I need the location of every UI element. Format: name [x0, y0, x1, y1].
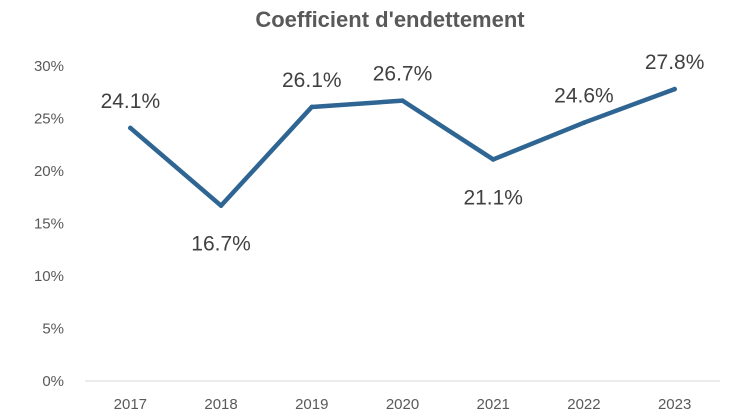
- x-tick-label: 2022: [567, 396, 600, 413]
- data-label: 21.1%: [463, 186, 523, 209]
- data-point: [400, 98, 405, 103]
- data-point: [490, 157, 496, 162]
- x-tick-label: 2020: [386, 396, 419, 413]
- data-point: [581, 120, 587, 125]
- y-tick-label: 20%: [34, 163, 64, 180]
- x-tick-label: 2017: [114, 396, 147, 413]
- y-tick-label: 15%: [34, 216, 64, 233]
- data-label: 24.1%: [101, 90, 161, 113]
- data-label: 26.7%: [373, 63, 433, 86]
- x-axis: 2017 2018 2019 2020 2021 2022 2023: [114, 396, 692, 413]
- data-point: [309, 104, 315, 110]
- data-label: 26.1%: [282, 69, 342, 92]
- y-tick-label: 10%: [34, 268, 64, 285]
- data-label: 27.8%: [645, 51, 705, 74]
- y-tick-label: 0%: [42, 373, 64, 390]
- y-axis: 0% 5% 10% 15% 20% 25% 30%: [34, 58, 64, 390]
- data-labels: 24.1% 16.7% 26.1% 26.7% 21.1% 24.6% 27.8%: [101, 51, 705, 256]
- y-tick-label: 25%: [34, 111, 64, 128]
- x-tick-label: 2023: [658, 396, 691, 413]
- x-tick-label: 2021: [477, 396, 510, 413]
- data-point: [672, 86, 677, 92]
- y-tick-label: 30%: [34, 58, 64, 75]
- y-tick-label: 5%: [42, 321, 64, 338]
- data-label: 16.7%: [191, 233, 251, 256]
- x-tick-label: 2019: [295, 396, 328, 413]
- x-tick-label: 2018: [204, 396, 237, 413]
- data-point: [128, 125, 133, 131]
- series-group: [128, 86, 677, 208]
- chart-title: Coefficient d'endettement: [255, 7, 525, 32]
- data-label: 24.6%: [554, 85, 614, 108]
- data-point: [218, 203, 224, 208]
